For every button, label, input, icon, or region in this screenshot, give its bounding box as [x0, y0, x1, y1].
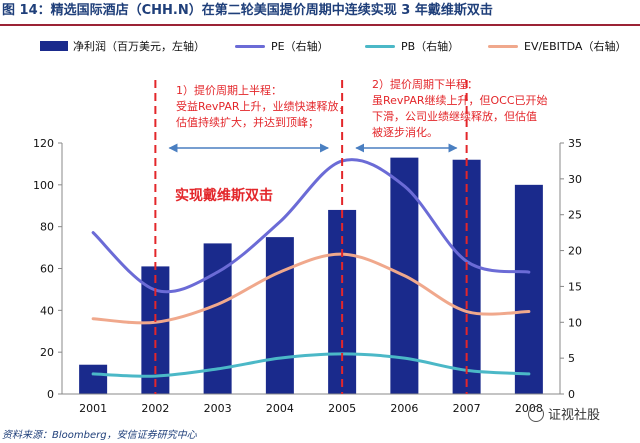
legend-swatch-net-profit — [40, 41, 68, 51]
y-right-tick-label-20: 20 — [568, 245, 582, 258]
x-tick-label-2006: 2006 — [390, 402, 418, 415]
chart-legend: 净利润（百万美元，左轴） PE（右轴） PB（右轴） EV/EBITDA（右轴） — [40, 38, 640, 58]
y-right-tick-label-5: 5 — [568, 352, 575, 365]
source-note: 资料来源：Bloomberg，安信证券研究中心 — [2, 430, 197, 441]
y-right-tick-label-30: 30 — [568, 173, 582, 186]
x-tick-label-2002: 2002 — [141, 402, 169, 415]
watermark: 证视社股 — [528, 404, 600, 423]
chat-bubble-icon — [528, 405, 544, 422]
legend-item-pb: PB（右轴） — [365, 38, 459, 54]
legend-swatch-ev-ebitda — [488, 44, 518, 48]
x-tick-label-2001: 2001 — [79, 402, 107, 415]
watermark-text: 证视社股 — [548, 408, 601, 423]
y-left-tick-label-0: 0 — [47, 388, 54, 401]
legend-label-ev-ebitda: EV/EBITDA（右轴） — [524, 40, 627, 53]
legend-label-net-profit: 净利润（百万美元，左轴） — [73, 40, 205, 53]
davis-double-play-label: 实现戴维斯双击 — [175, 187, 273, 204]
y-left-tick-label-60: 60 — [40, 263, 54, 276]
phase1-line-1: 受益RevPAR上升，业绩快速释放， — [176, 99, 350, 113]
line-ev-ebitda — [91, 252, 531, 325]
figure-title: 图 14：精选国际酒店（CHH.N）在第二轮美国提价周期中连续实现 3 年戴维斯… — [2, 3, 493, 18]
legend-label-pe: PE（右轴） — [271, 40, 329, 53]
legend-swatch-pb — [365, 44, 395, 48]
y-left-tick-label-40: 40 — [40, 304, 54, 317]
legend-swatch-pe — [235, 44, 265, 48]
line-pe — [91, 158, 531, 294]
y-left-tick-label-20: 20 — [40, 346, 54, 359]
legend-label-pb: PB（右轴） — [401, 40, 460, 53]
bar-net-profit-2008 — [514, 184, 543, 394]
y-right-tick-label-15: 15 — [568, 280, 582, 293]
phase1-title: 1）提价周期上半程： — [176, 83, 282, 97]
y-left-tick-label-80: 80 — [40, 221, 54, 234]
x-tick-label-2004: 2004 — [266, 402, 294, 415]
phase2-line-2: 下滑，公司业绩继续释放，但估值 — [372, 109, 537, 123]
bar-net-profit-2001 — [79, 364, 108, 394]
legend-item-pe: PE（右轴） — [235, 38, 329, 54]
title-divider — [0, 24, 640, 26]
y-right-tick-label-0: 0 — [568, 388, 575, 401]
bar-net-profit-2004 — [265, 237, 294, 394]
y-left-tick-label-100: 100 — [33, 179, 54, 192]
x-tick-label-2005: 2005 — [328, 402, 356, 415]
y-right-tick-label-10: 10 — [568, 316, 582, 329]
legend-item-net-profit: 净利润（百万美元，左轴） — [40, 38, 205, 54]
line-pb — [91, 352, 531, 378]
phase2-line-1: 虽RevPAR继续上升，但OCC已开始 — [372, 93, 548, 107]
phase1-line-2: 估值持续扩大，并达到顶峰； — [176, 115, 319, 129]
x-tick-label-2003: 2003 — [204, 402, 232, 415]
legend-item-ev-ebitda: EV/EBITDA（右轴） — [488, 38, 626, 54]
phase2-line-3: 被逐步消化。 — [372, 125, 438, 139]
y-left-tick-label-120: 120 — [33, 137, 54, 150]
phase2-title: 2）提价周期下半程： — [372, 77, 478, 91]
x-tick-label-2007: 2007 — [453, 402, 481, 415]
y-right-tick-label-25: 25 — [568, 209, 582, 222]
y-right-tick-label-35: 35 — [568, 137, 582, 150]
